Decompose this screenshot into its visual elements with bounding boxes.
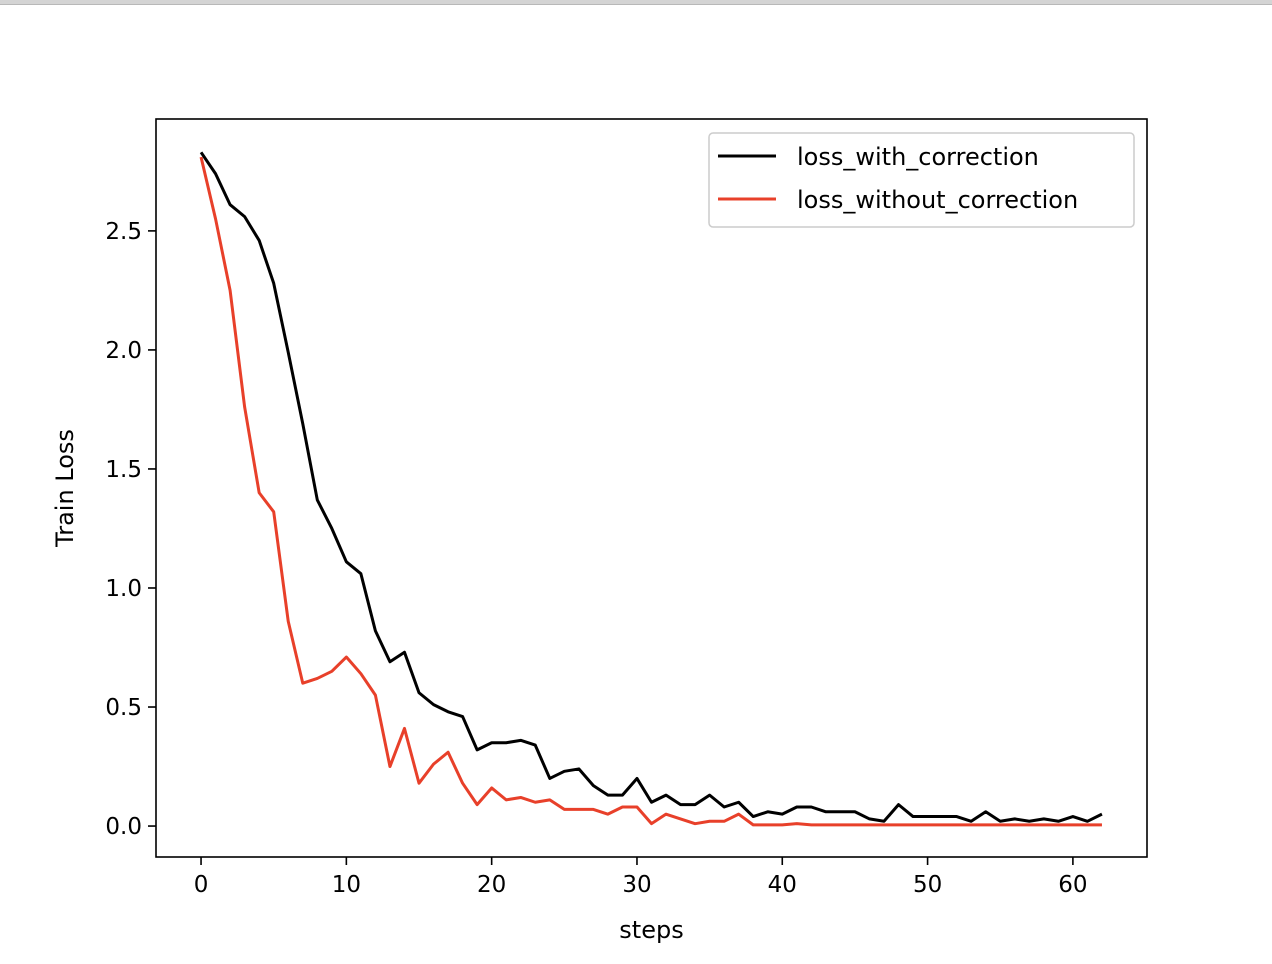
- x-tick-label: 60: [1058, 872, 1087, 898]
- y-tick-label: 0.0: [105, 814, 142, 840]
- x-tick-label: 10: [332, 872, 361, 898]
- y-tick-label: 1.0: [105, 576, 142, 602]
- series-line-loss-with-correction: [199, 151, 1103, 823]
- legend-label-loss-without-correction: loss_without_correction: [797, 186, 1078, 214]
- y-tick-label: 2.5: [105, 219, 142, 245]
- legend: loss_with_correction loss_without_correc…: [708, 132, 1135, 228]
- plot-area: [156, 119, 1147, 857]
- x-tick-label: 0: [194, 872, 209, 898]
- x-tick-label: 50: [913, 872, 942, 898]
- x-tick-label: 20: [477, 872, 506, 898]
- y-tick-label: 1.5: [105, 457, 142, 483]
- y-axis: 0.0 0.5 1.0 1.5 2.0 2.5: [105, 219, 156, 840]
- y-tick-label: 2.0: [105, 338, 142, 364]
- x-axis-label: steps: [619, 916, 683, 944]
- x-tick-label: 40: [768, 872, 797, 898]
- legend-box: [708, 132, 1135, 228]
- x-tick-label: 30: [622, 872, 651, 898]
- x-axis: 0 10 20 30 40 50 60: [194, 857, 1088, 898]
- legend-label-loss-with-correction: loss_with_correction: [797, 143, 1039, 171]
- y-tick-label: 0.5: [105, 695, 142, 721]
- series-layer: [199, 151, 1103, 827]
- series-line-loss-without-correction: [199, 156, 1102, 827]
- plot-frame: [155, 118, 1148, 858]
- y-axis-label: Train Loss: [51, 429, 79, 548]
- window-top-bar: [0, 0, 1272, 5]
